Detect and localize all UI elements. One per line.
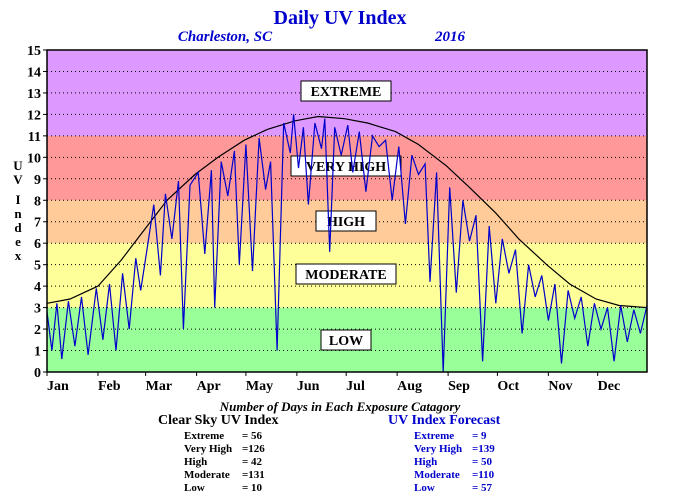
table-row-label: High (184, 456, 208, 468)
y-tick-label: 5 (34, 259, 41, 274)
y-tick-label: 2 (34, 323, 41, 338)
table-row-value: =139 (472, 443, 495, 455)
y-axis-label-char: V (13, 172, 23, 187)
band-label: VERY HIGH (306, 160, 386, 175)
band-label: EXTREME (311, 85, 382, 100)
y-tick-label: 13 (27, 87, 41, 102)
series-line-clear_sky (46, 115, 648, 309)
x-tick-label: Nov (548, 379, 572, 394)
y-tick-label: 14 (27, 65, 41, 80)
x-axis-subtitle: Number of Days in Each Exposure Catagory (219, 399, 461, 414)
band-label: LOW (329, 334, 363, 349)
table-row-label: Very High (414, 443, 463, 455)
y-tick-label: 8 (34, 194, 41, 209)
table-row-value: = 56 (242, 430, 263, 442)
table-row-value: = 57 (472, 482, 493, 494)
band-label-box (295, 263, 397, 285)
table-row-label: Very High (184, 443, 233, 455)
y-tick-label: 15 (27, 44, 41, 59)
x-tick-label: May (246, 379, 273, 394)
y-tick-label: 10 (27, 151, 41, 166)
y-axis-label-char: U (13, 158, 23, 173)
table-row-value: = 9 (472, 430, 487, 442)
table-row-label: Moderate (184, 469, 230, 481)
y-tick-label: 7 (34, 216, 41, 231)
x-tick-label: Mar (146, 379, 172, 394)
x-tick-label: Jul (346, 379, 365, 394)
x-tick-label: Sep (448, 379, 470, 394)
y-tick-label: 11 (28, 130, 41, 145)
y-tick-label: 3 (34, 302, 41, 317)
table-title: UV Index Forecast (388, 413, 501, 428)
y-axis-label-char: x (15, 248, 22, 263)
y-tick-label: 0 (34, 366, 41, 381)
chart-title: Daily UV Index (274, 7, 407, 29)
x-tick-label: Feb (98, 379, 121, 394)
table-row-value: =126 (242, 443, 265, 455)
y-tick-label: 6 (34, 237, 41, 252)
x-tick-label: Aug (397, 379, 422, 394)
band-label: MODERATE (305, 268, 386, 283)
y-axis-label-char: n (14, 206, 22, 221)
band-label-box (320, 329, 372, 351)
chart-year: 2016 (434, 29, 466, 45)
table-row-label: Moderate (414, 469, 460, 481)
plot-frame (46, 49, 648, 373)
y-axis-label-char: I (15, 192, 20, 207)
y-tick-label: 9 (34, 173, 41, 188)
x-tick-label: Dec (598, 379, 621, 394)
y-axis-label-char: e (15, 234, 21, 249)
table-row-value: =131 (242, 469, 265, 481)
table-title: Clear Sky UV Index (158, 413, 279, 428)
y-tick-label: 12 (27, 108, 41, 123)
series-line-forecast (46, 114, 648, 373)
table-row-value: = 10 (242, 482, 263, 494)
y-axis-label-char: d (14, 220, 22, 235)
x-tick-label: Jun (297, 379, 320, 394)
band-label: HIGH (327, 215, 365, 230)
table-row-label: Extreme (414, 430, 455, 442)
table-row-label: Low (414, 482, 435, 494)
band-label-box (300, 80, 392, 102)
y-tick-label: 4 (34, 280, 41, 295)
y-tick-label: 1 (34, 345, 41, 360)
table-row-label: High (414, 456, 438, 468)
table-row-value: = 42 (242, 456, 263, 468)
chart-location: Charleston, SC (178, 29, 273, 45)
x-tick-label: Apr (197, 379, 221, 394)
table-row-label: Extreme (184, 430, 225, 442)
table-row-label: Low (184, 482, 205, 494)
table-row-value: = 50 (472, 456, 493, 468)
x-tick-label: Oct (497, 379, 519, 394)
table-row-value: =110 (472, 469, 495, 481)
x-tick-label: Jan (47, 379, 69, 394)
